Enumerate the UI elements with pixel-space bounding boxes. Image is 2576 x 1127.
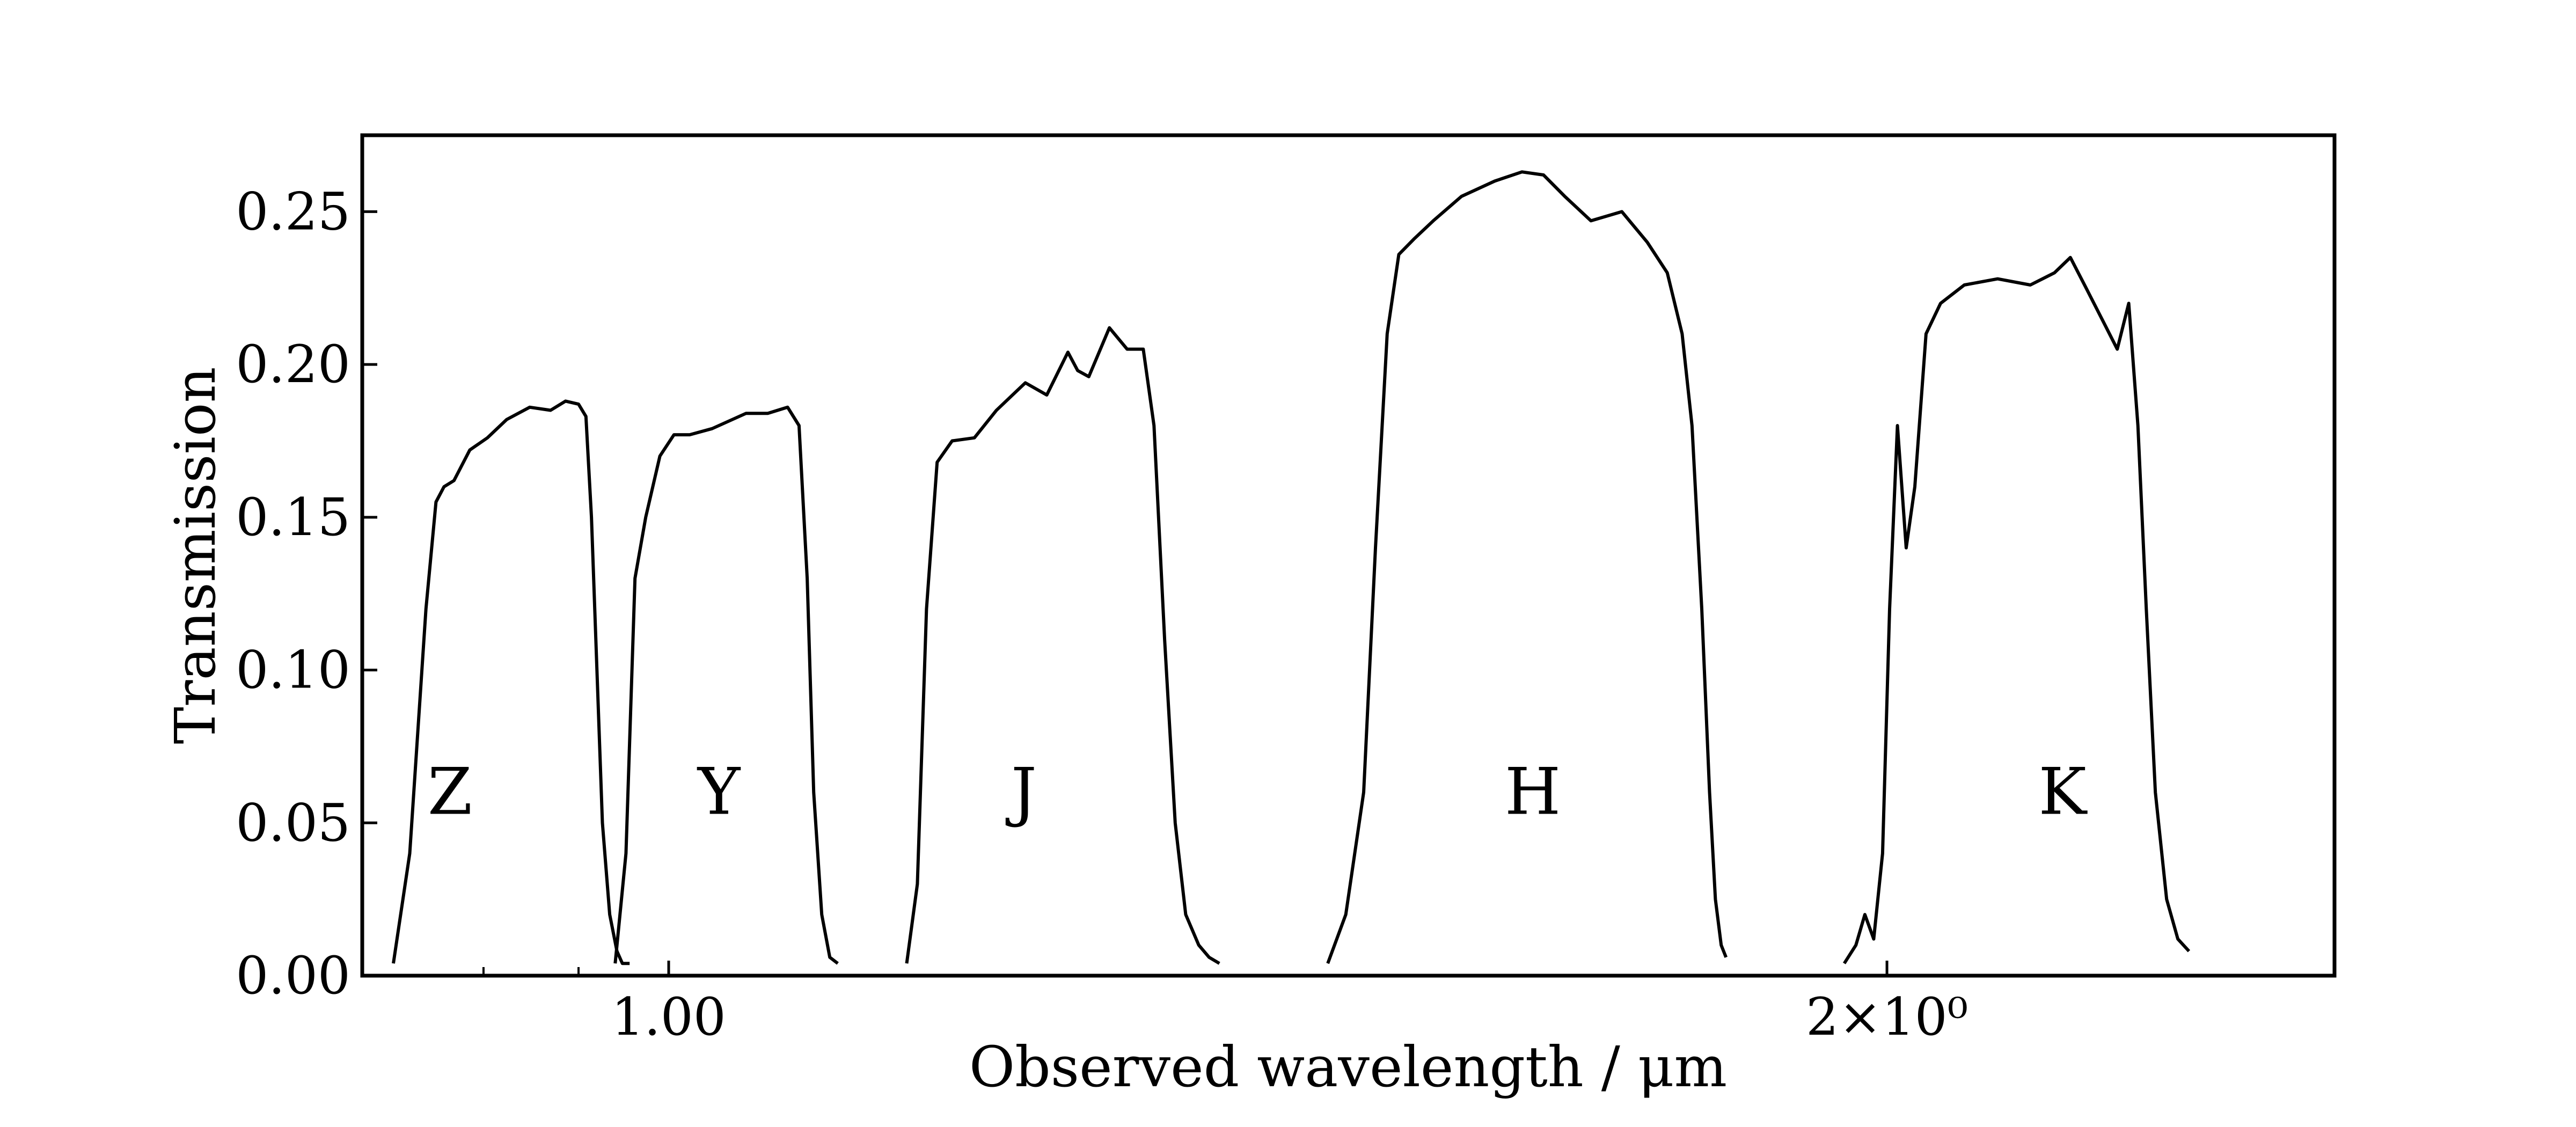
band-label-h: H <box>1505 755 1561 829</box>
y-tick-label: 0.10 <box>236 640 350 700</box>
series-line-j <box>905 326 1220 965</box>
y-tick-label: 0.25 <box>236 181 350 241</box>
band-label-z: Z <box>428 755 472 829</box>
y-tick-label: 0.15 <box>236 487 350 547</box>
band-label-k: K <box>2038 755 2088 829</box>
series-line-h <box>1326 170 1728 964</box>
axis-ticks: 0.00 0.05 0.10 0.15 0.20 0.25 1.00 2×10⁰ <box>236 181 1968 1047</box>
series-line-y <box>613 405 839 965</box>
y-tick-label: 0.20 <box>236 334 350 394</box>
series-line-k <box>1842 255 2191 964</box>
x-tick-label: 1.00 <box>611 987 726 1047</box>
series-line-z <box>392 399 630 965</box>
x-tick-label: 2×10⁰ <box>1806 987 1968 1047</box>
band-label-y: Y <box>697 755 741 829</box>
transmission-curves <box>392 170 2191 965</box>
x-axis-label: Observed wavelength / μm <box>969 1034 1727 1100</box>
plot-frame <box>360 133 2337 978</box>
y-axis-label: Transmission <box>163 367 228 744</box>
y-tick-label: 0.00 <box>236 946 350 1006</box>
y-tick-label: 0.05 <box>236 793 350 853</box>
